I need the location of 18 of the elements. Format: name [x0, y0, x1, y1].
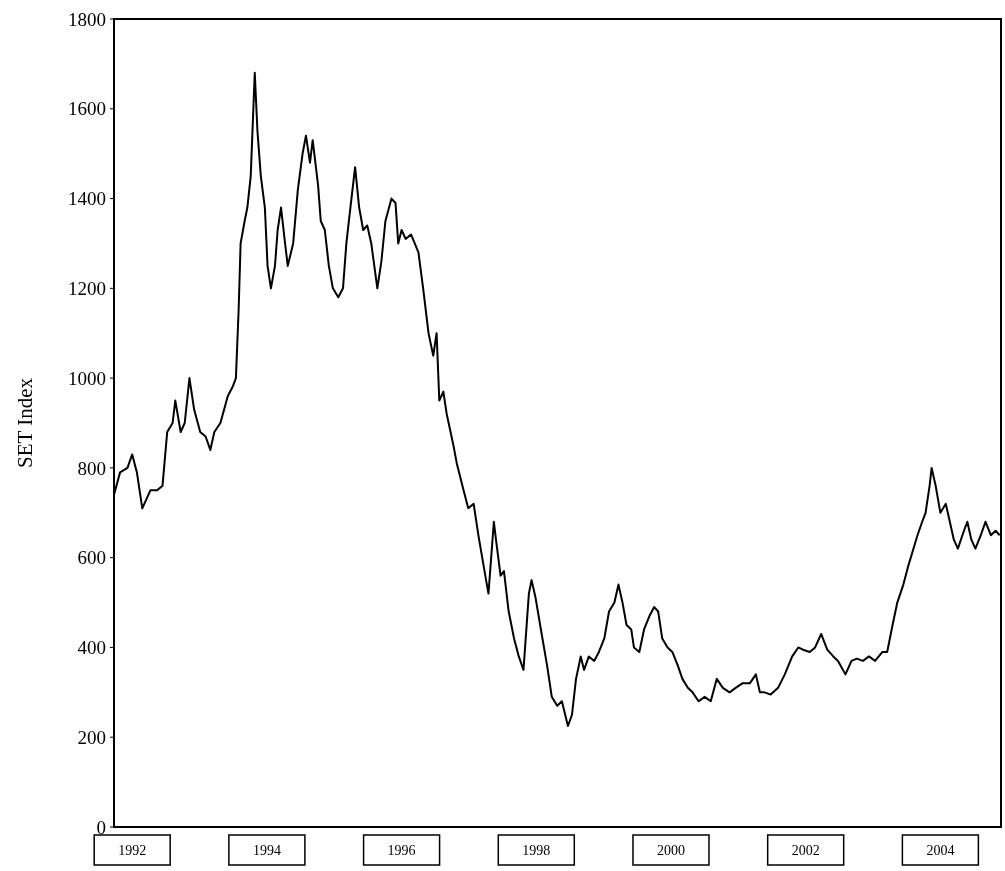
y-axis-title: SET Index — [13, 377, 37, 469]
y-tick-label: 1600 — [68, 98, 106, 120]
x-tick-label: 1996 — [387, 842, 416, 858]
y-tick-label: 0 — [96, 816, 106, 838]
y-tick-label: 200 — [77, 726, 106, 748]
y-tick-label: 600 — [77, 547, 106, 569]
x-tick-label: 1992 — [118, 842, 147, 858]
y-tick-label: 400 — [77, 637, 106, 659]
x-tick-label: 1994 — [252, 842, 281, 858]
y-tick-label: 800 — [77, 457, 106, 479]
x-tick-label: 1998 — [522, 842, 551, 858]
y-tick-label: 1200 — [68, 277, 106, 299]
y-tick-label: 1000 — [68, 367, 106, 389]
x-tick-label: 2002 — [791, 842, 820, 858]
x-tick-label: 2004 — [926, 842, 955, 858]
y-tick-label: 1800 — [68, 8, 106, 30]
x-tick-label: 2000 — [656, 842, 685, 858]
y-tick-label: 1400 — [68, 188, 106, 210]
